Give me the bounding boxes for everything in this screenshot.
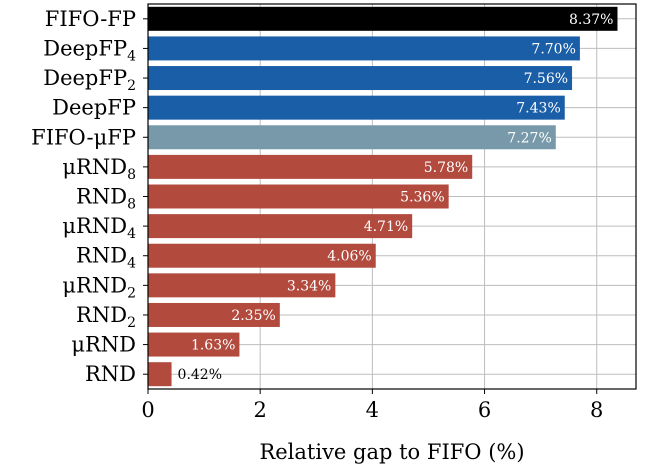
category-label: FIFO-μFP <box>31 125 136 149</box>
bar <box>148 184 449 209</box>
bar-value-label: 7.43% <box>516 101 560 117</box>
bar-value-label: 7.56% <box>524 71 568 87</box>
category-prefix: μ <box>62 155 76 179</box>
bar-value-label: 0.42% <box>178 367 222 383</box>
category-base: RND <box>76 273 127 297</box>
bar <box>148 214 413 239</box>
bar <box>148 66 573 91</box>
category-base: FIFO-FP <box>45 7 136 31</box>
bar <box>148 95 565 120</box>
bar-value-label: 5.78% <box>424 160 468 176</box>
category-prefix: FIFO-μ <box>31 125 107 149</box>
category-subscript: 2 <box>127 285 136 301</box>
bar <box>148 273 336 298</box>
category-subscript: 2 <box>127 315 136 331</box>
category-base: FP <box>107 125 136 149</box>
category-label: μRND8 <box>62 155 136 183</box>
bar-value-label: 3.34% <box>287 278 331 294</box>
category-base: RND <box>76 303 127 327</box>
category-base: RND <box>76 244 127 268</box>
category-prefix: μ <box>62 214 76 238</box>
category-base: DeepFP <box>52 96 136 120</box>
bar <box>148 6 618 31</box>
category-subscript: 4 <box>127 226 136 242</box>
category-prefix: μ <box>62 273 76 297</box>
category-base: RND <box>85 362 136 386</box>
category-label: RND2 <box>76 303 136 331</box>
x-tick-label: 0 <box>141 398 154 422</box>
category-label: μRND2 <box>62 273 136 301</box>
bar <box>148 154 473 179</box>
category-base: RND <box>76 155 127 179</box>
category-base: DeepFP <box>43 66 127 90</box>
bar-value-label: 7.70% <box>531 41 575 57</box>
x-tick-label: 4 <box>366 398 379 422</box>
category-label: μRND <box>71 333 136 357</box>
category-subscript: 4 <box>127 48 136 64</box>
x-tick-label: 6 <box>478 398 491 422</box>
bar-value-label: 4.71% <box>364 219 408 235</box>
bar-value-label: 2.35% <box>231 308 275 324</box>
x-tick-label: 2 <box>253 398 266 422</box>
category-label: μRND4 <box>62 214 136 242</box>
category-subscript: 8 <box>127 167 136 183</box>
category-label: DeepFP <box>52 96 136 120</box>
bar <box>148 36 580 61</box>
category-label: FIFO-FP <box>45 7 136 31</box>
x-tick-label: 8 <box>590 398 603 422</box>
bar-value-label: 5.36% <box>400 190 444 206</box>
bar <box>148 302 280 327</box>
category-base: RND <box>85 333 136 357</box>
bar <box>148 332 240 357</box>
bar-value-label: 4.06% <box>327 249 371 265</box>
category-label: DeepFP4 <box>43 36 136 64</box>
bar <box>148 243 376 268</box>
category-label: DeepFP2 <box>43 66 136 94</box>
bar <box>148 125 556 150</box>
plot-frame <box>147 3 637 390</box>
bar-value-label: 1.63% <box>191 338 235 354</box>
category-prefix: μ <box>71 333 85 357</box>
category-base: RND <box>76 214 127 238</box>
category-subscript: 8 <box>127 197 136 213</box>
category-subscript: 4 <box>127 256 136 272</box>
category-base: RND <box>76 185 127 209</box>
category-label: RND <box>85 362 136 386</box>
category-label: RND8 <box>76 185 136 213</box>
bar <box>148 362 172 387</box>
category-label: RND4 <box>76 244 136 272</box>
category-subscript: 2 <box>127 78 136 94</box>
x-axis-title: Relative gap to FIFO (%) <box>259 440 524 464</box>
bar-value-label: 8.37% <box>569 12 613 28</box>
bar-value-label: 7.27% <box>507 130 551 146</box>
category-base: DeepFP <box>43 36 127 60</box>
